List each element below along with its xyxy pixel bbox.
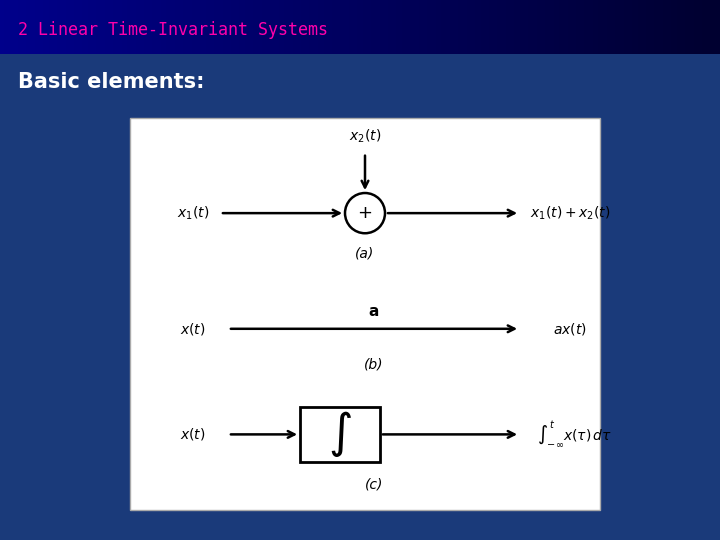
Text: (b): (b) <box>364 358 384 372</box>
Text: (c): (c) <box>365 478 383 491</box>
Text: $x(t)$: $x(t)$ <box>180 427 206 442</box>
Text: $\int$: $\int$ <box>328 409 352 460</box>
Text: $\int_{-\infty}^{t} x(\tau)\,d\tau$: $\int_{-\infty}^{t} x(\tau)\,d\tau$ <box>537 420 613 449</box>
Bar <box>130 118 600 510</box>
Text: $x_1(t)$: $x_1(t)$ <box>177 205 209 222</box>
Bar <box>300 407 380 462</box>
Text: (a): (a) <box>356 246 374 260</box>
Text: a: a <box>369 303 379 319</box>
Text: $x_2(t)$: $x_2(t)$ <box>349 127 381 145</box>
Text: $ax(t)$: $ax(t)$ <box>553 321 587 337</box>
Text: Basic elements:: Basic elements: <box>18 72 204 92</box>
Text: 2 Linear Time-Invariant Systems: 2 Linear Time-Invariant Systems <box>18 21 328 39</box>
Text: $x_1(t) + x_2(t)$: $x_1(t) + x_2(t)$ <box>530 205 610 222</box>
Text: +: + <box>358 204 372 222</box>
Text: $x(t)$: $x(t)$ <box>180 321 206 337</box>
